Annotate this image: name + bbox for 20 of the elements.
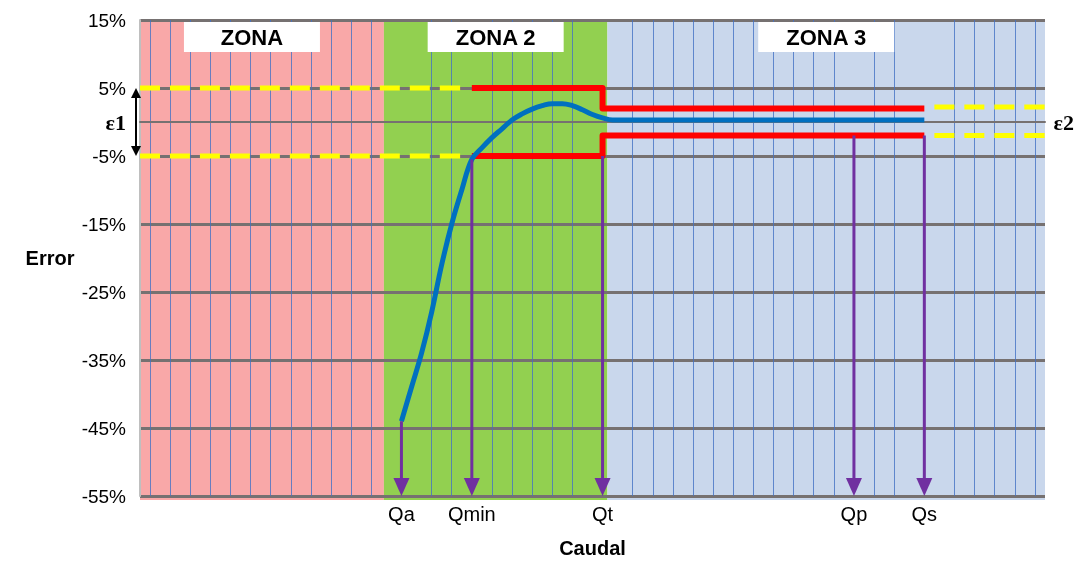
y-tick-label: -25% xyxy=(81,281,127,303)
text: ε2 xyxy=(1053,109,1074,135)
y-axis-title: Error xyxy=(25,247,75,269)
annotation: ZONA 3 xyxy=(786,25,867,50)
y-tick-label: -5% xyxy=(92,145,127,167)
y-tick-label: -15% xyxy=(81,213,127,235)
x-tick-label: Qp xyxy=(840,503,868,525)
annotation: ZONA xyxy=(220,25,284,50)
y-tick-label: 15% xyxy=(87,9,127,31)
x-tick-label: Qs xyxy=(911,503,938,525)
annotation: ZONA 2 xyxy=(455,25,536,50)
y-tick-label: 5% xyxy=(98,77,127,99)
y-tick-label: -45% xyxy=(81,417,127,439)
x-tick-label: Qa xyxy=(388,503,416,525)
y-tick-label: -35% xyxy=(81,349,127,371)
x-tick-label: Qmin xyxy=(447,503,496,525)
text: ε1 xyxy=(105,109,126,135)
x-tick-label: Qt xyxy=(591,503,614,525)
x-axis-title: Caudal xyxy=(559,537,626,559)
y-tick-label: -55% xyxy=(81,485,127,507)
